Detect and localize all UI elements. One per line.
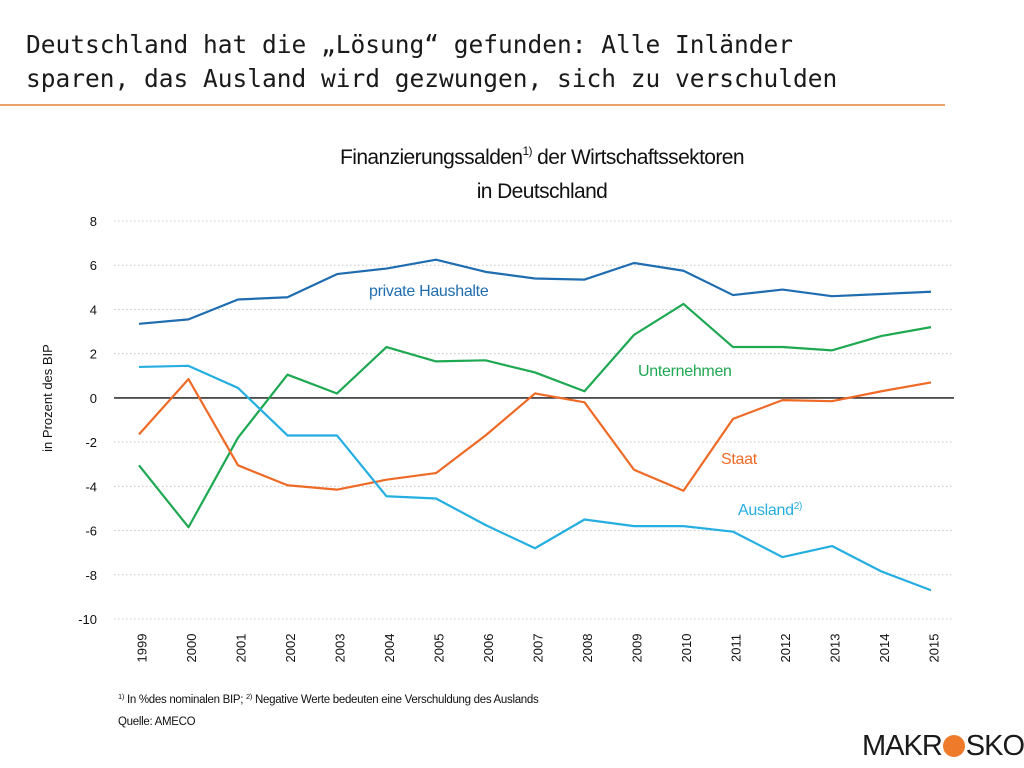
x-tick-label: 2012	[778, 634, 793, 663]
series-line	[138, 364, 932, 592]
y-tick-label: 8	[90, 214, 97, 229]
series-line	[138, 377, 932, 492]
x-tick-label: 2001	[233, 634, 248, 663]
x-tick-label: 2013	[827, 634, 842, 663]
x-tick-label: 2009	[629, 634, 644, 663]
footnote-text-2: Negative Werte bedeuten eine Verschuldun…	[255, 694, 539, 706]
chart-title-sup: 1)	[522, 144, 532, 158]
series-label-name: private Haushalte	[369, 283, 489, 300]
series-label-sup: 2)	[794, 501, 802, 512]
x-tick-label: 2005	[431, 634, 446, 663]
series-label-name: Unternehmen	[638, 363, 732, 380]
y-tick-label: -6	[85, 524, 97, 539]
title-divider	[0, 104, 945, 106]
series-lines	[138, 258, 932, 592]
x-tick-label: 2004	[382, 634, 397, 663]
logo-text-left: MAKR	[862, 730, 943, 762]
x-tick-label: 2011	[728, 634, 743, 662]
series-label: Staat	[721, 451, 758, 468]
y-axis-label: in Prozent des BIP	[40, 344, 55, 452]
y-tick-label: 6	[90, 258, 97, 273]
y-tick-label: 2	[90, 347, 97, 362]
logo-text-right: SKOP	[965, 730, 1024, 762]
series-label: Unternehmen	[638, 363, 732, 380]
y-tick-label: -10	[78, 612, 97, 627]
series-label: Ausland2)	[738, 501, 802, 519]
x-tick-label: 2002	[283, 634, 298, 663]
chart-title-main: Finanzierungssalden	[340, 146, 522, 169]
x-tick-label: 2010	[679, 634, 694, 663]
footnote-text-1: In %des nominalen BIP;	[126, 694, 244, 706]
slide-title: Deutschland hat die „Lösung“ gefunden: A…	[26, 28, 1006, 96]
x-tick-label: 1999	[134, 634, 149, 663]
chart-title-line-2: in Deutschland	[477, 180, 608, 203]
x-tick-label: 2014	[877, 634, 892, 663]
x-tick-label: 2003	[332, 634, 347, 663]
source-note: Quelle: AMECO	[118, 716, 196, 728]
series-labels: private Haushalte Unternehmen Staat Ausland…	[369, 283, 802, 519]
footnote: 1) In %des nominalen BIP; 2) Negative We…	[118, 692, 539, 706]
y-axis-ticks: 8 6 4 2 0 -2 -4 -6 -8 -10	[78, 214, 97, 627]
makroskop-logo: MAKR SKOP	[862, 731, 1024, 761]
series-label: private Haushalte	[369, 283, 489, 300]
x-tick-label: 2008	[580, 634, 595, 663]
x-tick-label: 2015	[926, 634, 941, 663]
slide-title-line-1: Deutschland hat die „Lösung“ gefunden: A…	[26, 30, 794, 59]
slide-title-line-2: sparen, das Ausland wird gezwungen, sich…	[26, 64, 838, 93]
series-label-name: Staat	[721, 451, 758, 468]
logo-dot-icon	[942, 735, 965, 757]
series-label-name: Ausland	[738, 502, 794, 519]
y-tick-label: 4	[90, 302, 97, 317]
x-tick-label: 2007	[530, 634, 545, 663]
footnote-sup-1: 1)	[118, 692, 125, 701]
y-tick-label: -2	[85, 435, 97, 450]
series-line	[138, 258, 932, 325]
y-tick-label: -4	[85, 479, 97, 494]
x-tick-label: 2006	[481, 634, 496, 663]
footnote-sup-2: 2)	[246, 692, 253, 701]
chart-title-rest: der Wirtschaftssektoren	[532, 146, 744, 169]
chart-title-line-1: Finanzierungssalden1) der Wirtschaftssek…	[340, 144, 744, 169]
y-tick-label: -8	[85, 568, 97, 583]
series-line	[138, 302, 932, 529]
x-axis-ticks: 1999 2000 2001 2002 2003 2004 2005 2006 2007 2008…	[134, 634, 941, 663]
y-tick-label: 0	[90, 391, 97, 406]
x-tick-label: 2000	[184, 634, 199, 663]
grid-lines	[114, 220, 954, 620]
